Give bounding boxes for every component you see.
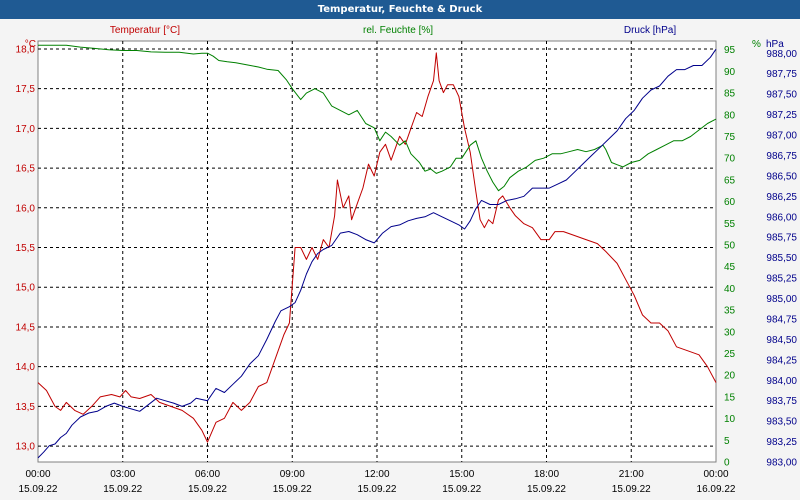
y-tick-temperature: 13,0: [16, 442, 36, 453]
legend: Temperatur [°C] rel. Feuchte [%] Druck […: [25, 25, 784, 50]
y-tick-pressure: 986,75: [766, 151, 797, 162]
x-tick-date: 15.09.22: [273, 484, 312, 495]
x-tick-date: 15.09.22: [19, 484, 58, 495]
y-tick-pressure: 983,25: [766, 437, 797, 448]
y-tick-humidity: 15: [724, 392, 736, 403]
x-tick-time: 03:00: [110, 469, 135, 480]
x-tick-time: 18:00: [534, 469, 559, 480]
x-tick-time: 06:00: [195, 469, 220, 480]
y-tick-pressure: 987,00: [766, 131, 797, 142]
y-tick-humidity: 5: [724, 436, 730, 447]
legend-temperature: Temperatur [°C]: [110, 25, 180, 36]
y-tick-humidity: 25: [724, 349, 736, 360]
y-tick-pressure: 985,25: [766, 274, 797, 285]
y-tick-humidity: 90: [724, 67, 736, 78]
y-tick-pressure: 985,00: [766, 294, 797, 305]
y-tick-temperature: 14,5: [16, 322, 36, 333]
y-tick-humidity: 65: [724, 175, 736, 186]
y-tick-humidity: 85: [724, 89, 736, 100]
y-tick-temperature: 13,5: [16, 402, 36, 413]
grid: [38, 41, 716, 462]
x-tick-date: 15.09.22: [103, 484, 142, 495]
y-tick-humidity: 20: [724, 371, 736, 382]
x-tick-time: 00:00: [703, 469, 728, 480]
y-tick-pressure: 983,75: [766, 396, 797, 407]
y-tick-pressure: 986,50: [766, 171, 797, 182]
y-tick-temperature: 15,0: [16, 283, 36, 294]
y-tick-humidity: 30: [724, 327, 736, 338]
y-tick-humidity: 35: [724, 306, 736, 317]
y-tick-temperature: 16,5: [16, 164, 36, 175]
y-tick-pressure: 986,00: [766, 212, 797, 223]
pressure-unit: hPa: [766, 39, 784, 50]
x-tick-time: 00:00: [25, 469, 50, 480]
y-tick-pressure: 983,50: [766, 417, 797, 428]
y-tick-temperature: 15,5: [16, 243, 36, 254]
y-tick-temperature: 14,0: [16, 362, 36, 373]
tick-labels: 00:00 15.09.22 03:00 15.09.22 06:00 15.09.22 0…: [16, 44, 798, 495]
y-tick-humidity: 45: [724, 262, 736, 273]
series-lines: [37, 44, 717, 459]
y-tick-humidity: 95: [724, 45, 736, 56]
pressure-line: [37, 48, 717, 459]
y-tick-pressure: 987,25: [766, 110, 797, 121]
y-tick-humidity: 55: [724, 219, 736, 230]
temperature-line: [37, 52, 717, 443]
x-tick-date: 15.09.22: [358, 484, 397, 495]
y-tick-temperature: 16,0: [16, 203, 36, 214]
y-tick-humidity: 10: [724, 414, 736, 425]
y-tick-humidity: 60: [724, 197, 736, 208]
y-tick-pressure: 984,25: [766, 355, 797, 366]
y-tick-pressure: 988,00: [766, 49, 797, 60]
x-tick-date: 15.09.22: [442, 484, 481, 495]
y-tick-humidity: 50: [724, 240, 736, 251]
y-tick-temperature: 18,0: [16, 44, 36, 55]
chart-title: Temperatur, Feuchte & Druck: [0, 0, 800, 19]
temperature-unit: °C: [25, 39, 36, 50]
humidity-unit: %: [752, 39, 761, 50]
y-tick-pressure: 985,75: [766, 233, 797, 244]
legend-humidity: rel. Feuchte [%]: [363, 25, 433, 36]
x-tick-date: 16.09.22: [697, 484, 736, 495]
y-tick-humidity: 75: [724, 132, 736, 143]
y-tick-pressure: 987,50: [766, 90, 797, 101]
x-tick-time: 12:00: [364, 469, 389, 480]
y-tick-humidity: 70: [724, 154, 736, 165]
x-tick-date: 15.09.22: [527, 484, 566, 495]
x-tick-time: 09:00: [280, 469, 305, 480]
x-tick-time: 15:00: [449, 469, 474, 480]
legend-pressure: Druck [hPa]: [624, 25, 676, 36]
y-tick-pressure: 986,25: [766, 192, 797, 203]
y-tick-pressure: 983,00: [766, 458, 797, 469]
y-tick-pressure: 984,50: [766, 335, 797, 346]
y-tick-pressure: 987,75: [766, 69, 797, 80]
y-tick-temperature: 17,5: [16, 84, 36, 95]
y-tick-humidity: 0: [724, 458, 730, 469]
y-tick-humidity: 40: [724, 284, 736, 295]
y-tick-pressure: 984,00: [766, 376, 797, 387]
y-tick-humidity: 80: [724, 110, 736, 121]
y-tick-pressure: 985,50: [766, 253, 797, 264]
x-tick-time: 21:00: [619, 469, 644, 480]
x-tick-date: 15.09.22: [188, 484, 227, 495]
y-tick-temperature: 17,0: [16, 124, 36, 135]
humidity-line: [38, 44, 717, 192]
x-tick-date: 15.09.22: [612, 484, 651, 495]
y-tick-pressure: 984,75: [766, 314, 797, 325]
chart-area: 00:00 15.09.22 03:00 15.09.22 06:00 15.09.22 0…: [16, 25, 798, 495]
